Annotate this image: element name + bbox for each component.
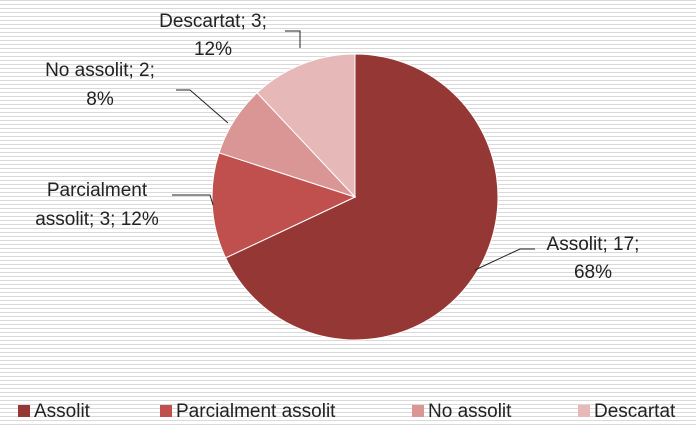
data-label: Parcialment xyxy=(47,180,148,201)
pie-slice xyxy=(256,53,356,199)
data-label: Assolit; 17; xyxy=(547,234,640,255)
data-label: 12% xyxy=(194,39,232,60)
data-label: No assolit; 2; xyxy=(45,60,155,81)
legend-swatch xyxy=(160,405,172,417)
pie-slice xyxy=(211,152,357,259)
leader-line xyxy=(474,248,535,271)
legend-swatch xyxy=(578,405,590,417)
data-label: Descartat; 3; xyxy=(159,11,267,32)
leader-line xyxy=(172,194,214,206)
leader-line xyxy=(285,30,301,48)
legend-label: No assolit xyxy=(428,401,512,422)
leader-line xyxy=(176,89,229,124)
data-label: 8% xyxy=(86,89,114,110)
data-label: assolit; 3; 12% xyxy=(35,209,159,230)
legend-swatch xyxy=(412,405,424,417)
pie-slice xyxy=(224,53,499,341)
data-label: 68% xyxy=(574,262,612,283)
legend-swatch xyxy=(18,405,30,417)
legend-label: Assolit xyxy=(34,401,91,422)
legend-label: Parcialment assolit xyxy=(176,401,336,422)
legend-label: Descartat xyxy=(594,401,676,422)
